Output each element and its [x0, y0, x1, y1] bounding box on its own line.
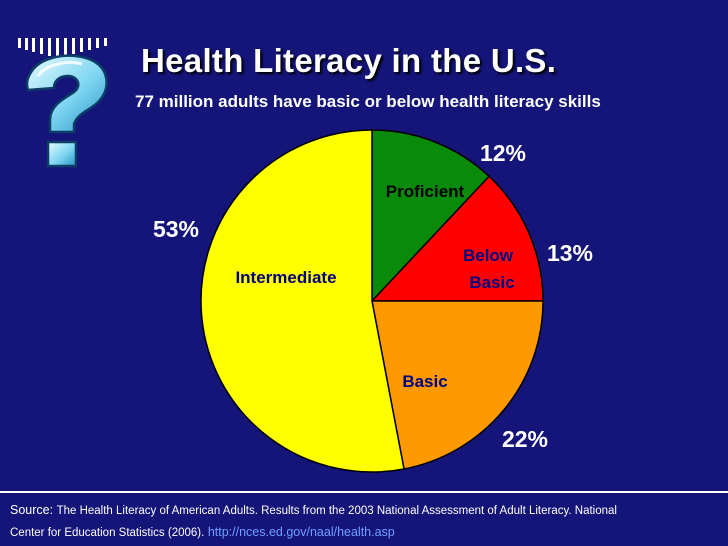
slice-label-intermediate: Intermediate — [235, 268, 336, 287]
pie-slice-intermediate — [200, 129, 405, 473]
source-prefix: Source: — [10, 503, 54, 517]
slice-label-proficient: Proficient — [386, 182, 465, 201]
pie-slice-proficient — [371, 129, 491, 303]
slice-percent-below-basic: 13% — [547, 240, 593, 266]
source-citation-line2: Center for Education Statistics (2006). — [10, 527, 205, 539]
pie-slice-below-basic — [370, 175, 544, 302]
question-mark-icon — [25, 54, 108, 168]
page-title: Health Literacy in the U.S. — [141, 42, 557, 79]
slice-percent-basic: 22% — [502, 426, 548, 452]
pie-slice-basic — [371, 300, 544, 470]
slice-percent-intermediate: 53% — [153, 216, 199, 242]
decorative-stripes — [18, 38, 107, 56]
pie-chart: Proficient 12% Below Basic 13% Basic 22% Interm… — [153, 129, 593, 473]
source-citation: Source: The Health Literacy of American … — [10, 500, 710, 544]
slice-label-below-basic: Below Basic — [463, 246, 515, 292]
footer-divider — [0, 491, 728, 493]
slice-label-basic: Basic — [402, 372, 447, 391]
source-url-link[interactable]: http://nces.ed.gov/naal/health.asp — [207, 525, 395, 539]
page-subtitle: 77 million adults have basic or below he… — [135, 92, 601, 111]
slice-percent-proficient: 12% — [480, 140, 526, 166]
source-citation-line1: The Health Literacy of American Adults. … — [56, 505, 617, 517]
